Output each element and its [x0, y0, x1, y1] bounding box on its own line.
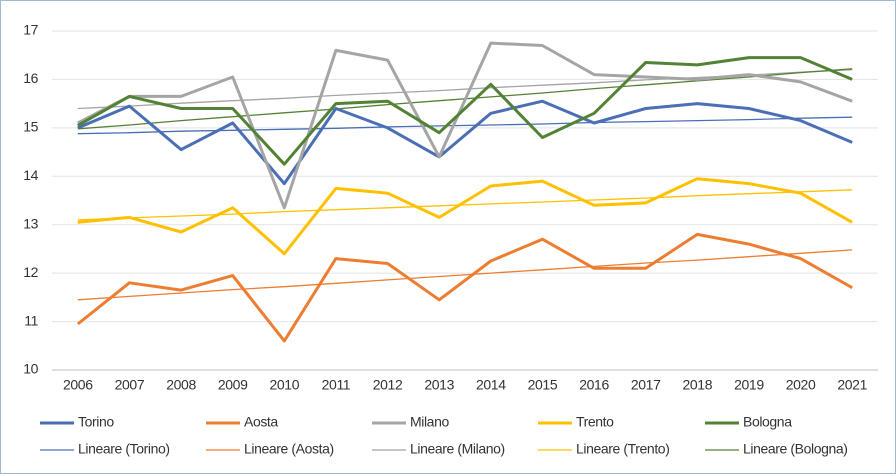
x-tick-label: 2013	[424, 377, 454, 393]
y-tick-label: 10	[23, 361, 38, 377]
x-tick-label: 2011	[322, 377, 351, 393]
x-tick-label: 2009	[218, 377, 248, 393]
series-line	[77, 41, 853, 210]
x-tick-label: 2021	[837, 377, 867, 393]
x-tick-label: 2006	[63, 377, 93, 393]
series-line	[77, 249, 853, 301]
legend-label: Lineare (Milano)	[410, 441, 505, 457]
x-tick-label: 2018	[683, 377, 713, 393]
y-tick-label: 12	[23, 264, 38, 280]
legend-label: Bologna	[743, 414, 792, 430]
legend-label: Torino	[78, 414, 114, 430]
series-line	[76, 232, 853, 343]
x-tick-label: 2020	[786, 377, 816, 393]
x-tick-label: 2010	[270, 377, 300, 393]
legend-label: Milano	[410, 414, 449, 430]
y-tick-label: 11	[24, 312, 38, 328]
y-tick-label: 13	[23, 215, 38, 231]
series-line	[77, 116, 853, 135]
series-line	[77, 189, 853, 221]
x-tick-label: 2007	[115, 377, 145, 393]
series-line	[77, 56, 853, 166]
y-tick-label: 14	[23, 167, 38, 183]
legend-label: Lineare (Trento)	[576, 441, 669, 457]
y-tick-label: 15	[23, 119, 38, 135]
legend-label: Trento	[576, 414, 614, 430]
y-tick-label: 17	[23, 22, 38, 38]
legend-label: Lineare (Torino)	[78, 441, 170, 457]
series-line	[77, 177, 853, 256]
legend-label: Lineare (Bologna)	[743, 441, 848, 457]
x-tick-label: 2012	[373, 377, 403, 393]
x-tick-label: 2014	[476, 377, 506, 393]
x-tick-label: 2016	[579, 377, 609, 393]
x-tick-label: 2015	[528, 377, 558, 393]
y-tick-label: 16	[23, 70, 38, 86]
legend-label: Lineare (Aosta)	[244, 441, 334, 457]
x-tick-label: 2019	[734, 377, 764, 393]
legend-label: Aosta	[244, 414, 278, 430]
x-tick-label: 2017	[631, 377, 661, 393]
x-tick-label: 2008	[166, 377, 196, 393]
series-line	[77, 99, 853, 186]
